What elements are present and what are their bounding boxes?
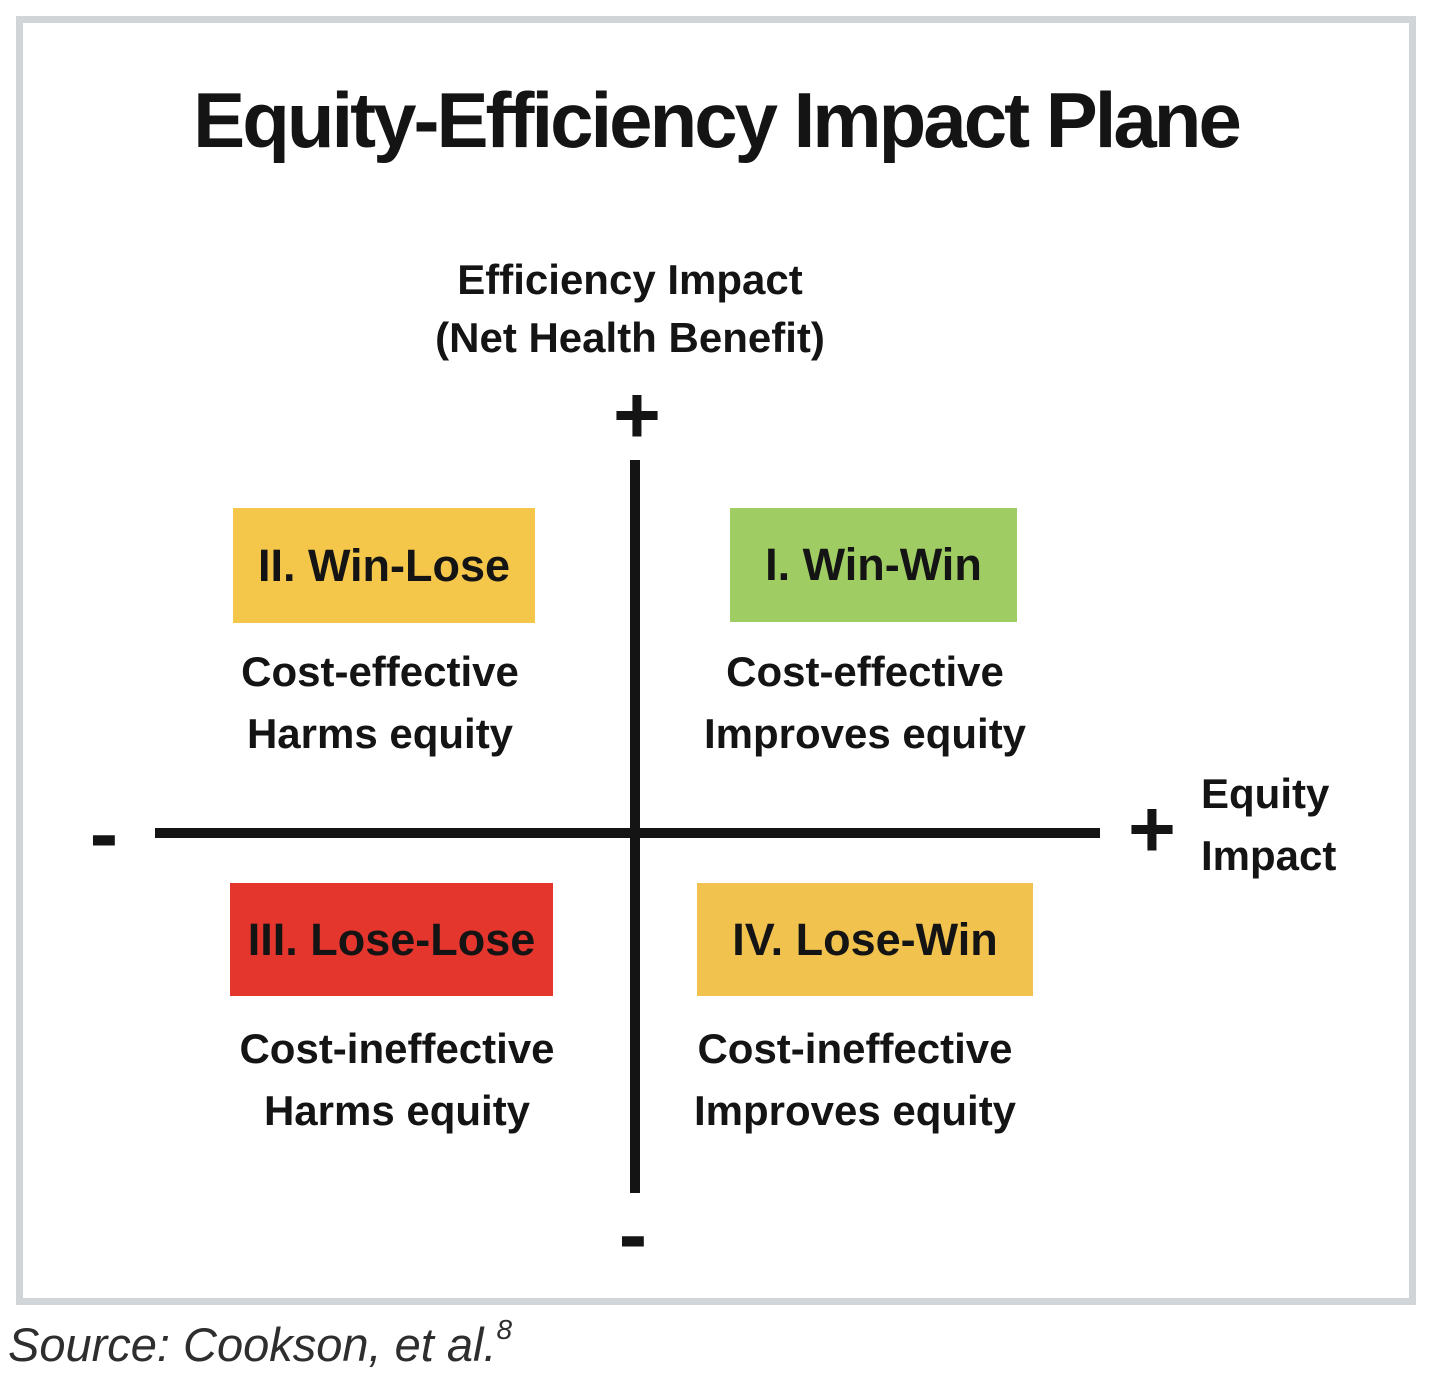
- source-caption-superscript: 8: [496, 1314, 513, 1345]
- quadrant-desc-lose-lose: Cost-ineffective Harms equity: [239, 1018, 554, 1142]
- source-caption-text: Source: Cookson, et al.: [8, 1318, 497, 1371]
- quadrant-desc-win-lose: Cost-effective Harms equity: [241, 641, 519, 765]
- quadrant-box-lose-win: IV. Lose-Win: [697, 883, 1033, 996]
- diagram-panel: Equity-Efficiency Impact Plane Efficienc…: [16, 16, 1416, 1305]
- source-caption: Source: Cookson, et al.8: [8, 1314, 512, 1372]
- quadrant-label-win-win: I. Win-Win: [765, 539, 982, 590]
- y-axis-label-line2: (Net Health Benefit): [435, 314, 825, 361]
- quadrant-desc-lose-win: Cost-ineffective Improves equity: [694, 1018, 1016, 1142]
- quadrant-desc-win-win: Cost-effective Improves equity: [704, 641, 1026, 765]
- x-axis-positive-sign: +: [1128, 784, 1176, 875]
- quadrant-label-win-lose: II. Win-Lose: [257, 539, 511, 591]
- y-axis-negative-sign: -: [618, 1187, 648, 1283]
- quadrant-desc-win-lose-line2: Harms equity: [246, 710, 514, 757]
- diagram-title: Equity-Efficiency Impact Plane: [193, 76, 1242, 164]
- quadrant-desc-lose-win-line2: Improves equity: [693, 1087, 1017, 1134]
- y-axis-line: [630, 460, 640, 1193]
- quadrant-box-lose-lose: III. Lose-Lose: [230, 883, 553, 996]
- quadrant-desc-lose-win-line1: Cost-ineffective: [697, 1025, 1013, 1072]
- quadrant-label-lose-lose: III. Lose-Lose: [247, 913, 536, 965]
- quadrant-desc-win-win-line1: Cost-effective: [726, 648, 1004, 695]
- y-axis-label: Efficiency Impact (Net Health Benefit): [435, 251, 825, 367]
- y-axis-label-line1: Efficiency Impact: [457, 256, 803, 303]
- quadrant-desc-win-win-line2: Improves equity: [703, 710, 1027, 757]
- x-axis-negative-sign: -: [89, 786, 119, 882]
- quadrant-desc-lose-lose-line1: Cost-ineffective: [239, 1025, 555, 1072]
- x-axis-line: [155, 828, 1100, 838]
- x-axis-label: Equity Impact: [1201, 763, 1336, 887]
- quadrant-box-win-lose: II. Win-Lose: [233, 508, 535, 623]
- quadrant-desc-lose-lose-line2: Harms equity: [263, 1087, 531, 1134]
- quadrant-desc-win-lose-line1: Cost-effective: [241, 648, 519, 695]
- y-axis-positive-sign: +: [613, 370, 661, 461]
- x-axis-label-line2: Impact: [1201, 832, 1337, 879]
- quadrant-box-win-win: I. Win-Win: [730, 508, 1017, 622]
- x-axis-label-line1: Equity: [1201, 770, 1330, 817]
- quadrant-label-lose-win: IV. Lose-Win: [732, 913, 998, 965]
